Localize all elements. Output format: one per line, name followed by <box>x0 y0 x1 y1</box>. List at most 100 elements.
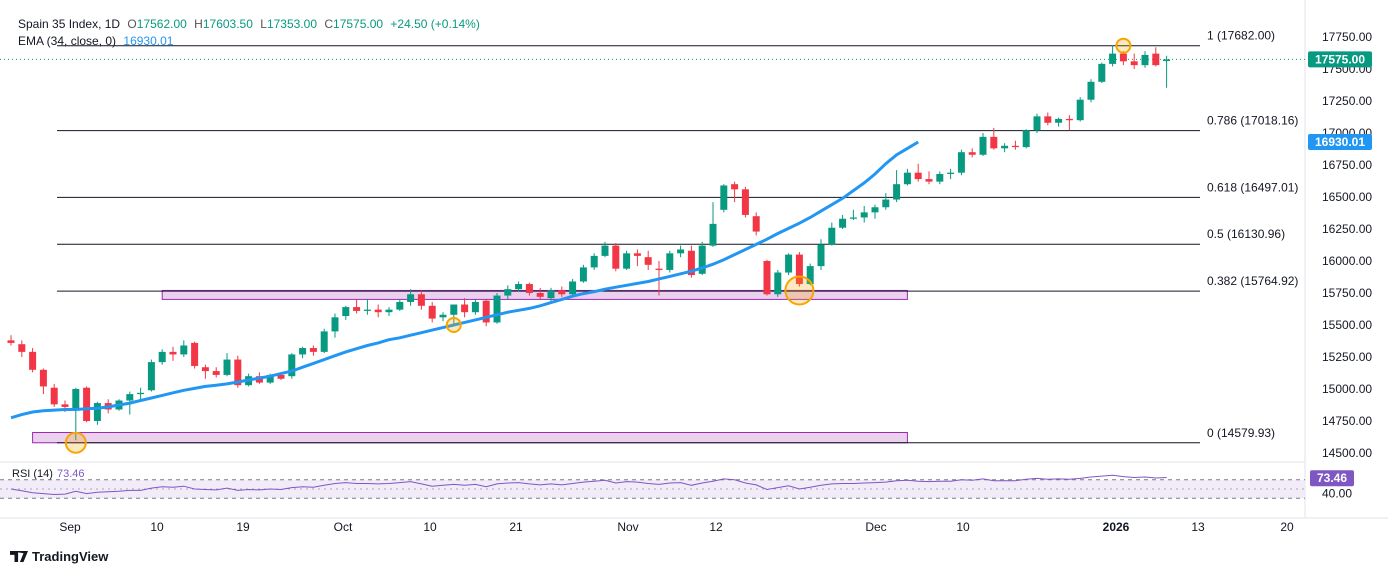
candle-body <box>342 307 350 317</box>
y-tick-label: 15000.00 <box>1322 382 1372 396</box>
candle-body <box>1098 63 1106 82</box>
ema-value: 16930.01 <box>123 34 174 48</box>
candle-body <box>979 136 987 155</box>
chart-grid <box>0 0 1388 519</box>
tradingview-logo[interactable]: TradingView <box>10 549 108 564</box>
candle-body <box>547 290 555 299</box>
fib-label: 0 (14579.93) <box>1207 426 1275 440</box>
y-axis: 17750.0017500.0017250.0017000.0016750.00… <box>1322 30 1372 460</box>
candle-body <box>990 136 998 149</box>
x-tick-label: Dec <box>865 520 886 534</box>
candle-body <box>363 309 371 311</box>
candle-body <box>947 172 955 174</box>
candle-body <box>1011 145 1019 148</box>
x-tick-label: 2026 <box>1103 520 1130 534</box>
candle-body <box>18 344 26 352</box>
last-price-badge-bg <box>1308 51 1372 68</box>
y-tick-label: 16500.00 <box>1322 190 1372 204</box>
candle-body <box>785 254 793 273</box>
candle-body <box>320 331 328 352</box>
ema-badge: 16930.01 <box>1315 135 1365 149</box>
candle-body <box>50 387 58 405</box>
candle-body <box>288 354 296 377</box>
candle-body <box>83 387 91 421</box>
candle-body <box>266 374 274 383</box>
candle-body <box>169 351 177 355</box>
candle-body <box>806 266 814 285</box>
x-tick-label: 19 <box>236 520 250 534</box>
candle-body <box>860 212 868 218</box>
close-value: 17575.00 <box>333 17 384 31</box>
ema-badge-bg <box>1308 133 1372 150</box>
candle-body <box>882 199 890 208</box>
y-tick-label: 15500.00 <box>1322 318 1372 332</box>
x-tick-label: 10 <box>150 520 164 534</box>
fib-label: 0.618 (16497.01) <box>1207 180 1298 194</box>
open-label: O <box>127 17 137 31</box>
rsi-value: 73.46 <box>56 468 85 480</box>
candle-body <box>720 185 728 210</box>
candle-body <box>147 362 155 391</box>
candle-body <box>299 348 307 355</box>
candle-body <box>1087 81 1095 100</box>
fib-label: 0.5 (16130.96) <box>1207 227 1285 241</box>
price-badges: 17575.00 16930.01 <box>1308 51 1372 150</box>
highlight-circle <box>445 317 462 333</box>
rsi-badge-bg <box>1310 470 1354 487</box>
high-label: H <box>194 17 203 31</box>
fibonacci-levels: 1 (17682.00) 0.786 (17018.16) 0.618 (16497… <box>57 29 1298 444</box>
support-zone <box>32 432 908 444</box>
candle-body <box>385 309 393 313</box>
candle-body <box>633 253 641 256</box>
candle-body <box>536 293 544 297</box>
rsi-axis-label: 40.00 <box>1322 487 1352 501</box>
candle-body <box>1130 61 1138 66</box>
candle-body <box>763 261 771 295</box>
fib-label: 1 (17682.00) <box>1207 29 1275 43</box>
candle-body <box>558 290 566 295</box>
y-tick-label: 17250.00 <box>1322 94 1372 108</box>
candle-body <box>893 184 901 200</box>
candle-body <box>493 295 501 323</box>
x-tick-label: 21 <box>509 520 523 534</box>
highlight-circle <box>1115 37 1132 54</box>
candle-body <box>752 216 760 232</box>
candle-body <box>871 207 879 213</box>
candle-body <box>396 301 404 310</box>
candle-body <box>471 301 479 313</box>
symbol-title[interactable]: Spain 35 Index, 1D <box>18 17 121 31</box>
y-tick-label: 15750.00 <box>1322 286 1372 300</box>
open-value: 17562.00 <box>136 17 187 31</box>
candle-body <box>1163 59 1171 62</box>
candlesticks <box>7 45 1171 441</box>
candle-body <box>29 351 37 370</box>
candle-body <box>1055 118 1063 123</box>
candle-body <box>914 172 922 180</box>
rsi-pane: 73.46 40.00 <box>0 470 1354 501</box>
change-value: +24.50 (+0.14%) <box>390 17 480 31</box>
x-tick-label: 10 <box>423 520 437 534</box>
candle-body <box>849 217 857 219</box>
rsi-header[interactable]: RSI (14) 73.46 <box>12 468 85 480</box>
candle-body <box>957 152 965 173</box>
fib-label: 0.382 (15764.92) <box>1207 274 1298 288</box>
candle-body <box>461 304 469 313</box>
candle-body <box>612 245 620 269</box>
ema-line <box>10 140 919 420</box>
candle-body <box>590 255 598 268</box>
fib-label: 0.786 (17018.16) <box>1207 114 1298 128</box>
ema-label[interactable]: EMA (34, close, 0) <box>18 34 117 48</box>
close-label: C <box>324 17 334 31</box>
y-tick-label: 16250.00 <box>1322 222 1372 236</box>
highlight-circle <box>64 431 87 454</box>
candle-body <box>482 300 490 323</box>
y-tick-label: 14750.00 <box>1322 414 1372 428</box>
candle-body <box>1033 116 1041 131</box>
x-tick-label: Nov <box>617 520 638 534</box>
candle-body <box>61 404 69 407</box>
x-axis: Sep 10 19 Oct 10 21 Nov 12 Dec 10 2026 13 20 <box>59 520 1294 534</box>
candle-body <box>439 314 447 318</box>
x-tick-label: 20 <box>1280 520 1294 534</box>
candle-body <box>1152 53 1160 66</box>
